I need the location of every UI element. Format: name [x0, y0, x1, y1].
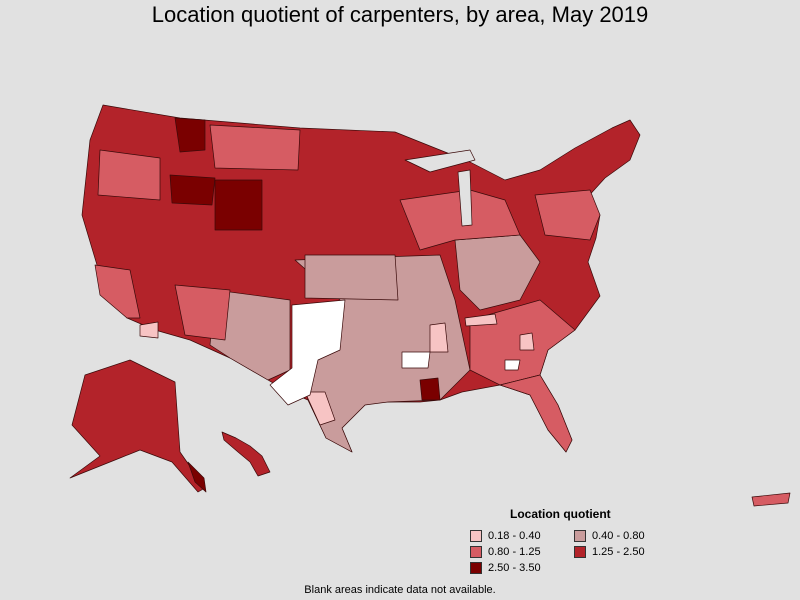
region-northeast	[534, 189, 601, 241]
lake-michigan	[457, 169, 473, 227]
region-wyoming	[214, 179, 263, 231]
region-new-mexico	[174, 284, 231, 341]
legend: Location quotient 0.18 - 0.40 0.40 - 0.8…	[470, 507, 710, 575]
legend-swatch-2	[574, 530, 586, 542]
region-oregon	[97, 149, 161, 201]
region-georgia-north	[519, 332, 535, 351]
region-delta-no-data	[401, 351, 431, 369]
region-southwest	[209, 289, 291, 381]
legend-swatch-3	[470, 546, 482, 558]
legend-title: Location quotient	[510, 507, 611, 521]
legend-item-3: 0.80 - 1.25	[470, 545, 574, 559]
legend-swatch-1	[470, 530, 482, 542]
legend-label-3: 0.80 - 1.25	[488, 546, 541, 558]
region-california-south	[94, 264, 141, 319]
region-mississippi	[429, 322, 449, 353]
legend-label-1: 0.18 - 0.40	[488, 530, 541, 542]
region-tennessee	[464, 313, 498, 327]
region-idaho-south	[169, 174, 216, 206]
footnote: Blank areas indicate data not available.	[304, 584, 496, 596]
region-alaska	[69, 359, 206, 493]
legend-item-2: 0.40 - 0.80	[574, 529, 684, 543]
region-alaska-southeast	[187, 461, 207, 493]
region-alabama-no-data	[504, 359, 521, 371]
legend-label-2: 0.40 - 0.80	[592, 530, 645, 542]
map-title: Location quotient of carpenters, by area…	[151, 2, 649, 27]
region-idaho-north	[174, 117, 206, 153]
region-kansas	[304, 254, 399, 301]
lake-superior	[404, 149, 476, 173]
region-west-texas	[304, 391, 336, 426]
region-hawaii	[221, 431, 271, 477]
region-florida	[499, 374, 573, 453]
region-texas-no-data	[269, 299, 346, 406]
region-louisiana-south	[419, 377, 441, 401]
legend-item-5: 2.50 - 3.50	[470, 561, 574, 575]
legend-swatch-5	[470, 562, 482, 574]
region-puerto-rico	[751, 492, 791, 507]
legend-item-1: 0.18 - 0.40	[470, 529, 574, 543]
legend-swatch-4	[574, 546, 586, 558]
region-montana-east	[209, 124, 301, 171]
region-arizona-sw	[139, 321, 159, 339]
legend-item-4: 1.25 - 2.50	[574, 545, 684, 559]
legend-label-5: 2.50 - 3.50	[488, 562, 541, 574]
legend-label-4: 1.25 - 2.50	[592, 546, 645, 558]
